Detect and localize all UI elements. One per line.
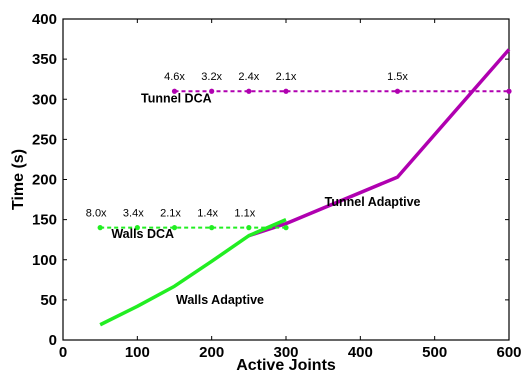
x-tick-label: 300 (273, 344, 298, 361)
x-tick-label: 100 (125, 344, 150, 361)
tunnel-speedup-label: 3.2x (201, 71, 222, 83)
walls-speedup-label: 1.1x (234, 208, 255, 220)
y-tick-label: 300 (32, 91, 57, 108)
series-text-label: Walls DCA (111, 227, 174, 241)
x-tick-label: 200 (199, 344, 224, 361)
data-point-tunnel-dca (171, 88, 178, 94)
tunnel-speedup-label: 2.1x (276, 71, 297, 83)
walls-speedup-label: 3.4x (123, 208, 144, 220)
x-tick-label: 0 (59, 344, 67, 361)
tunnel-speedup-label: 2.4x (238, 71, 259, 83)
data-point-walls-dca (171, 225, 178, 231)
data-point-tunnel-dca (246, 88, 252, 94)
y-tick-label: 400 (32, 11, 57, 28)
y-axis-title: Time (s) (10, 149, 27, 210)
annotations: 4.6x 3.2x 2.4x 2.1x 1.5x 8.0x 3.4x 2.1x 1.4x 1.1x… (86, 71, 421, 307)
x-axis-title: Active Joints (236, 357, 336, 373)
data-point-tunnel-dca (283, 88, 289, 94)
series-text-label: Walls Adaptive (176, 293, 264, 307)
walls-speedup-label: 2.1x (160, 208, 181, 220)
y-tick-label: 100 (32, 252, 57, 269)
data-point-walls-dca (246, 225, 252, 231)
data-point-walls-dca (209, 225, 215, 231)
x-tick-label: 400 (348, 344, 373, 361)
x-tick-label: 600 (496, 344, 521, 361)
tunnel-speedup-label: 4.6x (164, 71, 185, 83)
data-point-tunnel-dca (209, 88, 215, 94)
series-text-label: Tunnel DCA (141, 91, 212, 105)
plot-frame (62, 18, 510, 341)
y-tick-label: 50 (40, 292, 57, 309)
y-tick-label: 150 (32, 212, 57, 229)
series-text-label: Tunnel Adaptive (325, 195, 421, 209)
series-group (97, 48, 512, 327)
data-point-tunnel-dca (394, 88, 401, 94)
tunnel-speedup-label: 1.5x (387, 71, 408, 83)
data-point-walls-dca (134, 225, 140, 231)
y-tick-label: 0 (49, 332, 57, 349)
walls-speedup-label: 8.0x (86, 208, 107, 220)
series-line-walls-adaptive (99, 218, 287, 327)
y-tick-label: 200 (32, 172, 57, 189)
x-tick-label: 500 (422, 344, 447, 361)
walls-speedup-label: 1.4x (197, 208, 218, 220)
series-line-tunnel-adaptive (248, 48, 511, 238)
y-tick-label: 250 (32, 131, 57, 148)
data-point-tunnel-dca (506, 88, 512, 94)
y-tick-label: 350 (32, 51, 57, 68)
data-point-walls-dca (97, 225, 103, 231)
axes: 0 100 200 300 400 500 600 0 50 100 150 200 250 300 350… (32, 11, 522, 361)
data-point-walls-dca (283, 225, 289, 231)
